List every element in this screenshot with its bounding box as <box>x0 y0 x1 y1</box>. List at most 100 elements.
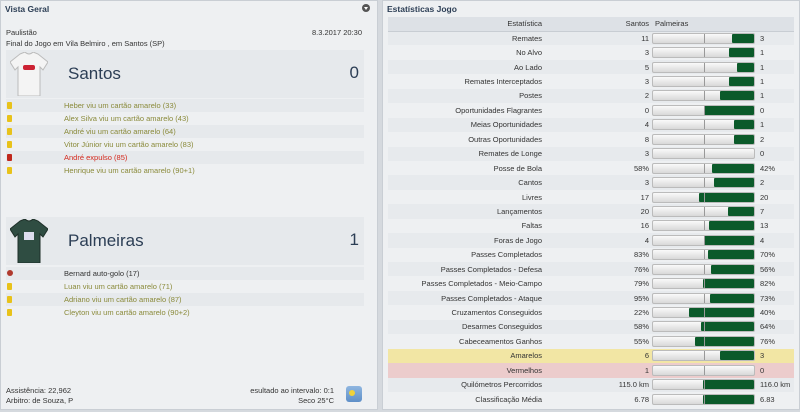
stat-row: Passes Completados - Ataque 95% 73% <box>388 290 794 306</box>
halftime-result: esultado ao intervalo: 0:1 <box>250 386 334 395</box>
stat-label: Remates de Longe <box>388 146 546 161</box>
stat-bar-fill <box>732 33 754 43</box>
stat-away-value: 1 <box>757 59 794 75</box>
stat-label: Oportunidades Flagrantes <box>455 105 542 115</box>
stat-home-value: 6 <box>546 348 652 364</box>
stat-home-value: 20 <box>546 204 652 219</box>
stat-home-value: 4 <box>546 233 652 248</box>
event-text: Adriano viu um cartão amarelo (87) <box>64 295 182 304</box>
stat-bar-fill <box>711 163 754 173</box>
stat-row: Oportunidades Flagrantes 0 0 <box>388 103 794 117</box>
event-item: Bernard auto-golo (17) <box>6 267 364 280</box>
yellow-card-icon <box>7 115 12 122</box>
away-team-header: Palmeiras 1 <box>6 217 364 265</box>
stat-bar-fill <box>728 77 754 87</box>
stat-home-value: 22% <box>633 308 649 318</box>
stat-bar <box>652 278 755 290</box>
stat-bar-fill <box>711 264 754 274</box>
stat-home-value: 3 <box>546 175 652 190</box>
stat-bar <box>652 133 755 145</box>
event-text: Cleyton viu um cartão amarelo (90+2) <box>64 308 190 317</box>
stat-home-value: 83% <box>633 250 649 260</box>
col-stat[interactable]: Estatística <box>388 17 546 32</box>
yellow-card-icon <box>7 309 12 316</box>
stat-row: Cruzamentos Conseguidos 22% 40% <box>388 305 794 319</box>
event-item: Luan viu um cartão amarelo (71) <box>6 280 364 293</box>
own-goal-icon <box>7 270 13 276</box>
stat-home-value: 4 <box>546 117 652 133</box>
home-team-name[interactable]: Santos <box>68 64 121 83</box>
stat-bar <box>652 32 755 44</box>
stat-home-value: 1 <box>546 363 652 378</box>
stat-home-value: 0 <box>644 105 649 115</box>
collapse-icon[interactable] <box>362 4 370 12</box>
stat-away-value: 64% <box>757 319 794 335</box>
stat-label: Ao Lado <box>388 59 546 75</box>
stat-away-value: 3 <box>757 348 794 364</box>
col-away[interactable]: Palmeiras <box>652 17 794 32</box>
yellow-card-icon <box>7 283 12 290</box>
stat-row: Vermelhos 1 0 <box>388 363 794 378</box>
stat-bar <box>652 321 755 333</box>
stat-home-value: 115.0 km <box>546 377 652 392</box>
stat-away-value: 6.83 <box>760 394 775 404</box>
stat-bar <box>652 76 755 88</box>
col-home[interactable]: Santos <box>546 17 652 32</box>
stat-bar <box>652 307 755 319</box>
event-item: Adriano viu um cartão amarelo (87) <box>6 293 364 306</box>
stat-bar-fill <box>737 62 754 72</box>
stat-bar-fill <box>703 105 754 115</box>
referee[interactable]: Arbitro: de Souza, P <box>6 396 74 405</box>
stat-bar <box>652 379 755 391</box>
stat-home-value: 3 <box>644 77 649 87</box>
stat-bar <box>652 119 755 131</box>
stat-bar <box>652 205 755 217</box>
stat-away-value: 2 <box>760 134 765 144</box>
stat-bar-fill <box>703 235 754 245</box>
palmeiras-shirt-icon <box>10 219 48 263</box>
stat-away-value: 76% <box>760 336 776 346</box>
stat-away-value: 3 <box>757 31 794 46</box>
stat-row: Outras Oportunidades 8 2 <box>388 132 794 146</box>
stat-home-value: 95% <box>546 290 652 306</box>
stat-bar-fill <box>703 380 754 390</box>
stat-bar-fill <box>701 322 754 332</box>
stat-label: Passes Completados - Defesa <box>388 262 546 277</box>
stat-home-value: 58% <box>546 319 652 335</box>
stat-home-value: 55% <box>633 336 649 346</box>
stat-bar <box>652 90 755 102</box>
away-team-name[interactable]: Palmeiras <box>68 231 144 250</box>
event-item: André expulso (85) <box>6 151 364 164</box>
weather-text: Seco 25°C <box>298 396 334 405</box>
stat-home-value: 5 <box>546 59 652 75</box>
stat-away-value: 7 <box>757 204 794 219</box>
attendance: Assistência: 22,962 <box>6 386 72 395</box>
stat-away-value: 13 <box>760 221 769 231</box>
event-item: Henrique viu um cartão amarelo (90+1) <box>6 164 364 177</box>
stat-away-value: 0 <box>757 146 794 161</box>
stat-away-value: 73% <box>757 290 794 306</box>
stat-bar <box>652 350 755 362</box>
home-score: 0 <box>349 63 359 82</box>
stat-bar-fill <box>688 308 754 318</box>
event-item: Alex Silva viu um cartão amarelo (43) <box>6 112 364 125</box>
stat-label: Posse de Bola <box>493 163 542 173</box>
away-events: Bernard auto-golo (17) Luan viu um cartão… <box>6 267 364 319</box>
overview-title: Vista Geral <box>5 4 50 14</box>
stat-away-value: 0 <box>757 363 794 378</box>
stat-bar <box>652 393 755 405</box>
stats-title: Estatísticas Jogo <box>387 4 457 14</box>
home-team-header: Santos 0 <box>6 50 364 98</box>
stat-label: Passes Completados - Meio-Campo <box>421 279 542 289</box>
stat-label: Cruzamentos Conseguidos <box>451 308 542 318</box>
stat-label: Cantos <box>388 175 546 190</box>
stat-row: Meias Oportunidades 4 1 <box>388 117 794 133</box>
stat-away-value: 40% <box>760 308 776 318</box>
event-item: Heber viu um cartão amarelo (33) <box>6 99 364 112</box>
stat-row: Remates Interceptados 3 1 <box>388 74 794 88</box>
stat-label: Livres <box>521 192 542 202</box>
stat-label: Passes Completados - Ataque <box>388 290 546 306</box>
stat-bar-fill <box>703 394 754 404</box>
stat-label: Lançamentos <box>388 204 546 219</box>
stat-bar <box>652 335 755 347</box>
